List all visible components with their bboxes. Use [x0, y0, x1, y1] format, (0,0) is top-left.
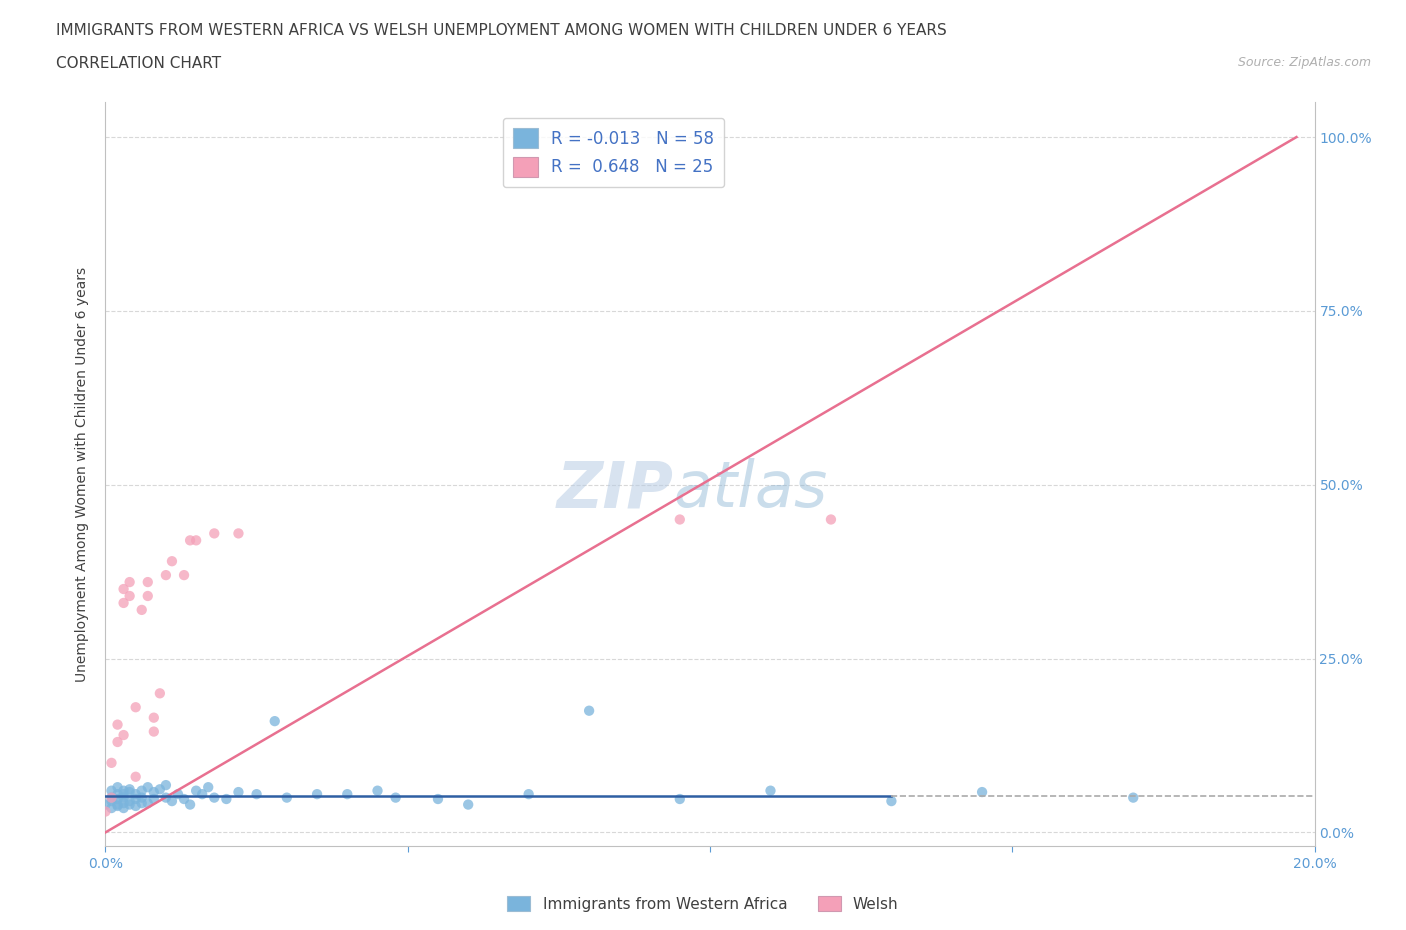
Point — [100, 790, 122, 805]
Point — [366, 783, 388, 798]
Point — [131, 796, 153, 811]
Point — [186, 533, 208, 548]
Point — [759, 783, 782, 798]
Point — [131, 783, 153, 798]
Point — [112, 801, 135, 816]
Point — [160, 793, 183, 808]
Point — [112, 595, 135, 610]
Point — [142, 711, 165, 725]
Point — [517, 787, 540, 802]
Point — [336, 787, 359, 802]
Point — [107, 791, 129, 806]
Point — [131, 603, 153, 618]
Point — [136, 589, 159, 604]
Point — [197, 779, 219, 794]
Point — [131, 790, 153, 805]
Point — [100, 755, 122, 770]
Point — [149, 782, 172, 797]
Point — [107, 797, 129, 812]
Point — [215, 791, 238, 806]
Point — [112, 581, 135, 596]
Point — [94, 797, 117, 812]
Point — [100, 801, 122, 816]
Point — [136, 779, 159, 794]
Point — [107, 779, 129, 794]
Point — [228, 526, 250, 541]
Point — [669, 512, 692, 527]
Point — [880, 793, 903, 808]
Point — [142, 791, 165, 806]
Point — [173, 567, 195, 582]
Point — [155, 567, 177, 582]
Point — [307, 787, 329, 802]
Point — [578, 703, 600, 718]
Point — [118, 793, 141, 808]
Legend: Immigrants from Western Africa, Welsh: Immigrants from Western Africa, Welsh — [502, 889, 904, 918]
Point — [112, 796, 135, 811]
Point — [1122, 790, 1144, 805]
Point — [125, 769, 148, 784]
Point — [136, 575, 159, 590]
Point — [118, 797, 141, 812]
Point — [669, 791, 692, 806]
Point — [202, 526, 225, 541]
Point — [167, 787, 190, 802]
Point — [100, 793, 122, 808]
Point — [107, 799, 129, 814]
Y-axis label: Unemployment Among Women with Children Under 6 years: Unemployment Among Women with Children U… — [76, 267, 90, 682]
Point — [228, 785, 250, 800]
Point — [384, 790, 406, 805]
Point — [112, 787, 135, 802]
Point — [125, 791, 148, 806]
Point — [142, 724, 165, 739]
Point — [112, 727, 135, 742]
Point — [149, 686, 172, 701]
Point — [820, 512, 842, 527]
Point — [427, 791, 450, 806]
Point — [118, 575, 141, 590]
Point — [125, 787, 148, 802]
Point — [179, 797, 201, 812]
Point — [173, 791, 195, 806]
Text: ZIP: ZIP — [557, 458, 673, 520]
Point — [100, 783, 122, 798]
Point — [107, 787, 129, 802]
Point — [136, 796, 159, 811]
Point — [186, 783, 208, 798]
Point — [94, 804, 117, 819]
Text: Source: ZipAtlas.com: Source: ZipAtlas.com — [1237, 56, 1371, 69]
Point — [263, 713, 285, 728]
Point — [155, 777, 177, 792]
Point — [160, 553, 183, 568]
Point — [191, 787, 214, 802]
Point — [125, 699, 148, 714]
Text: CORRELATION CHART: CORRELATION CHART — [56, 56, 221, 71]
Text: atlas: atlas — [673, 458, 828, 520]
Point — [112, 783, 135, 798]
Point — [202, 790, 225, 805]
Point — [107, 735, 129, 750]
Point — [107, 717, 129, 732]
Point — [246, 787, 269, 802]
Point — [155, 790, 177, 805]
Point — [970, 785, 993, 800]
Point — [457, 797, 479, 812]
Point — [118, 589, 141, 604]
Point — [276, 790, 298, 805]
Legend: R = -0.013   N = 58, R =  0.648   N = 25: R = -0.013 N = 58, R = 0.648 N = 25 — [502, 118, 724, 187]
Point — [125, 799, 148, 814]
Point — [118, 782, 141, 797]
Point — [100, 790, 122, 805]
Point — [179, 533, 201, 548]
Point — [142, 785, 165, 800]
Point — [118, 785, 141, 800]
Point — [112, 790, 135, 805]
Text: IMMIGRANTS FROM WESTERN AFRICA VS WELSH UNEMPLOYMENT AMONG WOMEN WITH CHILDREN U: IMMIGRANTS FROM WESTERN AFRICA VS WELSH … — [56, 23, 948, 38]
